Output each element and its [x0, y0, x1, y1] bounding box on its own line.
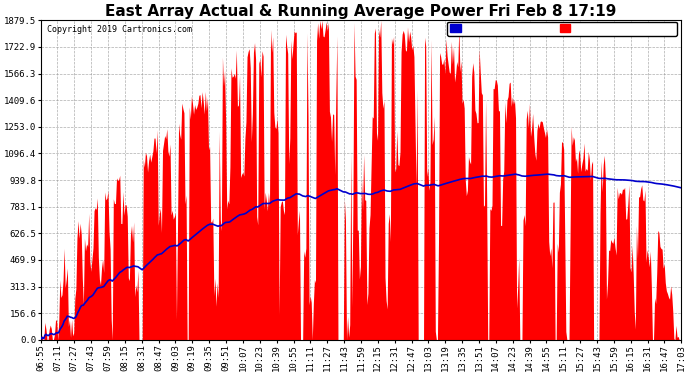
- Text: Copyright 2019 Cartronics.com: Copyright 2019 Cartronics.com: [47, 25, 192, 34]
- Title: East Array Actual & Running Average Power Fri Feb 8 17:19: East Array Actual & Running Average Powe…: [106, 4, 617, 19]
- Legend: Average  (DC Watts), East Array  (DC Watts): Average (DC Watts), East Array (DC Watts…: [447, 22, 677, 36]
